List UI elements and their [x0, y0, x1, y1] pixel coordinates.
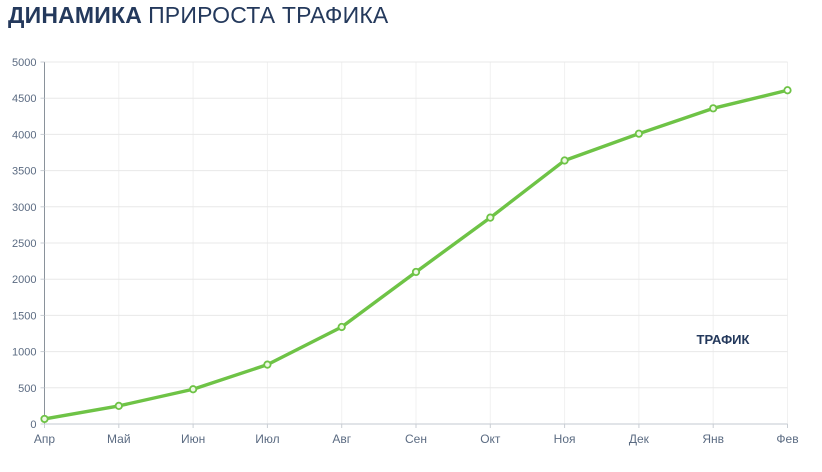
x-axis-label: Июн [181, 432, 205, 446]
chart-point[interactable] [709, 104, 718, 113]
y-axis-label: 3000 [12, 202, 36, 214]
x-axis-label: Окт [480, 432, 501, 446]
chart-point[interactable] [560, 156, 569, 165]
x-axis-label: Дек [629, 432, 650, 446]
x-axis-label: Янв [702, 432, 724, 446]
chart-point[interactable] [783, 86, 792, 95]
x-axis-label: Сен [405, 432, 427, 446]
chart-point[interactable] [263, 360, 272, 369]
chart-title: ДИНАМИКА ПРИРОСТА ТРАФИКА [8, 2, 388, 29]
x-axis-label: Май [107, 432, 131, 446]
chart-point[interactable] [40, 414, 49, 424]
y-axis-label: 3500 [12, 166, 36, 178]
chart-point[interactable] [114, 401, 123, 410]
x-axis-label: Фев [776, 432, 798, 446]
y-axis-label: 500 [18, 383, 36, 395]
y-axis-label: 0 [30, 419, 36, 431]
chart-point[interactable] [337, 322, 346, 332]
y-axis-label: 1000 [12, 347, 36, 359]
y-axis-label: 4000 [12, 129, 36, 141]
x-axis-label: Июл [255, 432, 279, 446]
y-axis-label: 2500 [12, 238, 36, 250]
y-axis-label: 4500 [12, 93, 36, 105]
chart-title-rest: ПРИРОСТА ТРАФИКА [148, 2, 389, 28]
y-axis-label: 1500 [12, 310, 36, 322]
chart-point[interactable] [411, 267, 421, 277]
x-axis-label: Апр [34, 432, 56, 446]
series-legend-label[interactable]: ТРАФИК [696, 332, 750, 347]
chart-point[interactable] [189, 385, 198, 394]
x-axis-label: Авг [332, 432, 351, 446]
chart-point[interactable] [634, 129, 644, 138]
chart-point[interactable] [486, 213, 495, 222]
x-axis-label: Ноя [554, 432, 576, 446]
y-axis-label: 2000 [12, 274, 36, 286]
y-axis-label: 5000 [12, 57, 36, 69]
chart-title-bold: ДИНАМИКА [8, 2, 143, 28]
